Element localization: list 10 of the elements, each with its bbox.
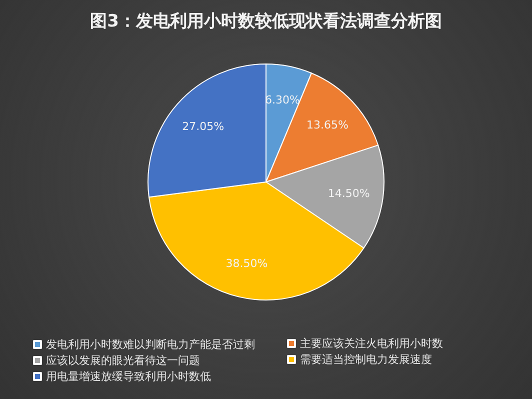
legend-label: 应该以发展的眼光看待这一问题 — [46, 354, 200, 367]
data-label: 38.50% — [226, 256, 268, 270]
data-label: 27.05% — [182, 120, 224, 134]
legend-label: 需要适当控制电力发展速度 — [300, 353, 432, 366]
legend-label: 发电利用小时数难以判断电力产能是否过剩 — [46, 338, 255, 351]
chart-title: 图3：发电利用小时数较低现状看法调查分析图 — [90, 12, 442, 32]
data-label: 13.65% — [306, 118, 348, 132]
legend-label: 主要应该关注火电利用小时数 — [300, 337, 443, 350]
data-label: 14.50% — [328, 187, 370, 200]
legend-label: 用电量增速放缓导致利用小时数低 — [46, 370, 211, 383]
